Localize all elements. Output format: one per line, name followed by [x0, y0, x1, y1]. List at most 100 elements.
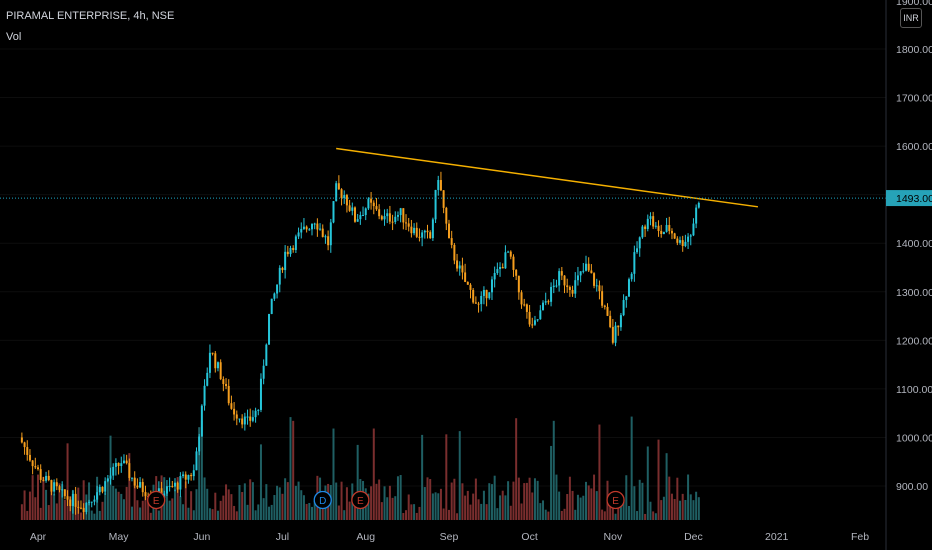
volume-bar — [649, 501, 652, 520]
candle-body — [268, 313, 271, 345]
volume-bar — [474, 478, 477, 520]
candle-body — [619, 315, 622, 328]
candle-body — [289, 247, 292, 255]
volume-bar — [192, 510, 195, 520]
candle-body — [63, 489, 66, 497]
candle-body — [308, 229, 311, 231]
candle-body — [665, 224, 668, 232]
candle-body — [660, 230, 663, 235]
candle-body — [509, 251, 512, 257]
candle-body — [633, 252, 636, 274]
volume-bar — [61, 484, 64, 520]
earnings-marker[interactable]: E — [147, 490, 166, 510]
earnings-marker[interactable]: E — [351, 490, 370, 510]
volume-bar — [630, 416, 633, 520]
candle-body — [367, 198, 370, 209]
volume-bar — [453, 478, 456, 520]
volume-bar — [415, 512, 418, 520]
volume-bar — [528, 477, 531, 520]
candle-body — [697, 202, 700, 208]
volume-bar — [458, 431, 461, 520]
candle-body — [88, 501, 91, 503]
volume-bar — [211, 509, 214, 520]
volume-bar — [638, 479, 641, 520]
candle-body — [50, 480, 53, 492]
volume-bar — [276, 485, 279, 520]
candle-body — [415, 227, 418, 237]
candle-body — [45, 475, 48, 481]
candle-body — [281, 267, 284, 271]
candle-body — [262, 365, 265, 379]
x-tick-label: Jun — [193, 531, 210, 543]
candle-body — [254, 410, 257, 418]
volume-bar — [482, 490, 485, 520]
volume-bar — [625, 475, 628, 520]
earnings-marker[interactable]: E — [606, 490, 625, 510]
volume-bar — [292, 420, 295, 520]
candle-body — [211, 352, 214, 354]
candle-body — [636, 248, 639, 253]
volume-bar — [622, 500, 625, 520]
candle-body — [617, 325, 620, 328]
volume-bar — [171, 498, 174, 520]
volume-bar — [533, 478, 536, 520]
currency-badge[interactable]: INR — [900, 8, 922, 28]
volume-bar — [582, 495, 585, 520]
candle-body — [611, 326, 614, 343]
x-tick-label: Jul — [276, 531, 289, 543]
candle-body — [622, 300, 625, 316]
candle-body — [593, 273, 596, 286]
volume-bar — [673, 499, 676, 520]
candle-body — [445, 207, 448, 224]
volume-bar — [662, 496, 665, 520]
candle-body — [442, 190, 445, 208]
candle-body — [329, 222, 332, 246]
candle-body — [466, 281, 469, 285]
candle-body — [461, 265, 464, 273]
trendline[interactable] — [336, 147, 759, 208]
volume-bar — [179, 496, 182, 520]
candle-body — [53, 482, 56, 492]
candle-body — [539, 310, 542, 320]
candle-body — [26, 447, 29, 455]
volume-bar — [668, 476, 671, 520]
candle-body — [555, 285, 558, 287]
volume-bar — [652, 511, 655, 520]
volume-bar — [106, 478, 109, 520]
volume-bar — [499, 495, 502, 520]
volume-bar — [633, 486, 636, 520]
candle-body — [233, 408, 236, 415]
volume-bar — [208, 508, 211, 520]
candle-body — [273, 293, 276, 299]
volume-bar — [681, 493, 684, 520]
volume-bar — [47, 505, 50, 520]
volume-bar — [58, 483, 61, 520]
volume-bar — [128, 453, 131, 520]
volume-bar — [603, 511, 606, 520]
candle-body — [136, 485, 139, 488]
volume-bar — [53, 494, 56, 520]
candle-body — [241, 418, 244, 425]
candle-body — [190, 475, 193, 477]
volume-bar — [402, 513, 405, 520]
volume-bar — [493, 475, 496, 520]
candle-body — [98, 486, 101, 493]
candle-body — [423, 230, 426, 233]
volume-bar — [544, 509, 547, 520]
volume-bar — [246, 504, 249, 520]
volume-bar — [619, 502, 622, 520]
volume-bar — [45, 489, 48, 520]
candle-body — [284, 251, 287, 271]
volume-bar — [206, 488, 209, 520]
volume-bar — [249, 479, 252, 520]
dividend-marker[interactable]: D — [313, 490, 332, 510]
candle-body — [302, 226, 305, 229]
volume-bar — [407, 494, 410, 520]
volume-bar — [593, 474, 596, 520]
candle-body — [472, 289, 475, 303]
candle-body — [292, 247, 295, 250]
candle-body — [670, 230, 673, 234]
candle-body — [439, 180, 442, 191]
candle-body — [216, 362, 219, 369]
